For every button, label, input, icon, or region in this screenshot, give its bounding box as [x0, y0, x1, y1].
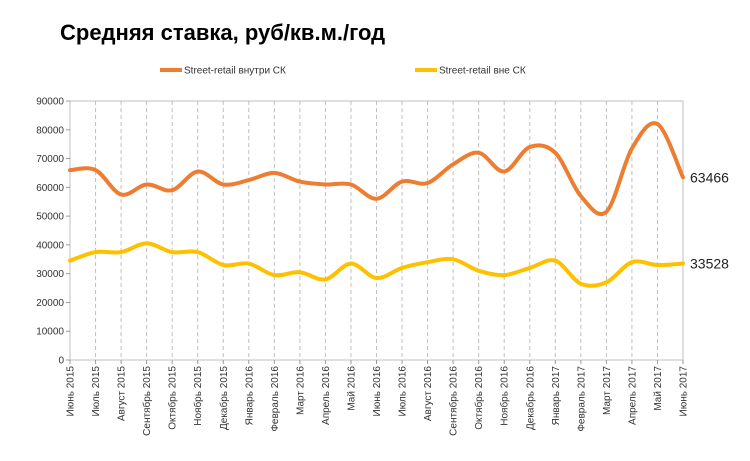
data-point — [477, 269, 481, 273]
chart-title: Средняя ставка, руб/кв.м./год — [60, 20, 386, 45]
data-point — [170, 188, 174, 192]
data-point — [349, 182, 353, 186]
y-tick-label: 30000 — [36, 269, 64, 280]
y-tick-label: 50000 — [36, 212, 64, 223]
x-tick-label: Декабрь 2016 — [524, 366, 536, 430]
x-tick-label: Ноябрь 2016 — [499, 366, 511, 426]
data-point — [94, 168, 98, 172]
data-point — [68, 168, 72, 172]
x-tick-label: Июнь 2015 — [66, 366, 77, 417]
x-tick-label: Май 2017 — [653, 366, 664, 411]
y-tick-label: 0 — [58, 356, 64, 367]
data-point — [528, 145, 532, 149]
data-point — [655, 122, 659, 126]
data-point — [604, 280, 608, 284]
x-tick-label: Февраль 2017 — [576, 366, 587, 432]
axes: 0 10000 20000 30000 40000 50000 60000 70000 8000… — [36, 97, 689, 436]
data-point — [145, 182, 149, 186]
data-point — [298, 270, 302, 274]
end-value-label: 63466 — [690, 169, 729, 185]
data-point — [247, 262, 251, 266]
data-point — [477, 151, 481, 155]
data-point — [68, 259, 72, 263]
data-point — [145, 241, 149, 245]
data-point — [247, 178, 251, 182]
end-value-label: 33528 — [690, 256, 729, 272]
x-tick-label: Май 2016 — [346, 366, 357, 411]
data-point — [349, 262, 353, 266]
data-point — [272, 171, 276, 175]
x-tick-label: Август 2015 — [117, 366, 128, 422]
data-point — [681, 175, 685, 179]
data-point — [553, 259, 557, 263]
data-point — [94, 250, 98, 254]
x-tick-label: Январь 2017 — [551, 366, 562, 426]
x-tick-label: Сентябрь 2016 — [448, 366, 460, 436]
x-tick-label: Октябрь 2015 — [167, 366, 179, 430]
x-tick-label: Июнь 2016 — [372, 366, 383, 417]
data-point — [298, 180, 302, 184]
y-tick-label: 70000 — [36, 154, 64, 165]
data-point — [681, 262, 685, 266]
x-tick-label: Июль 2015 — [91, 366, 102, 417]
series-line-1 — [68, 121, 685, 217]
series-line-2 — [68, 241, 685, 288]
data-point — [579, 194, 583, 198]
y-tick-label: 20000 — [36, 298, 64, 309]
series-lines — [68, 121, 685, 288]
data-point — [119, 250, 123, 254]
data-point — [451, 257, 455, 261]
data-point — [272, 273, 276, 277]
data-point — [196, 250, 200, 254]
data-point — [221, 182, 225, 186]
grid-lines — [95, 101, 658, 360]
data-point — [119, 193, 123, 197]
data-point — [604, 210, 608, 214]
y-tick-label: 80000 — [36, 125, 64, 136]
data-point — [221, 263, 225, 267]
data-point — [400, 266, 404, 270]
x-tick-label: Октябрь 2016 — [473, 366, 485, 430]
x-tick-label: Июль 2016 — [398, 366, 409, 417]
legend: Street-retail внутри СК Street-retail вне… — [160, 66, 526, 77]
data-point — [375, 197, 379, 201]
x-tick-label: Декабрь 2015 — [218, 366, 230, 430]
data-point — [323, 277, 327, 281]
data-point — [196, 170, 200, 174]
data-point — [451, 162, 455, 166]
y-tick-label: 60000 — [36, 183, 64, 194]
x-tick-label: Ноябрь 2015 — [192, 366, 204, 426]
x-tick-label: Август 2016 — [423, 366, 434, 422]
x-tick-label: Апрель 2017 — [627, 366, 638, 425]
x-tick-label: Март 2016 — [295, 366, 306, 415]
data-point — [375, 276, 379, 280]
data-point — [655, 263, 659, 267]
data-point — [502, 170, 506, 174]
x-tick-label: Январь 2016 — [244, 366, 255, 426]
data-point — [426, 260, 430, 264]
data-point — [579, 282, 583, 286]
data-point — [502, 273, 506, 277]
data-point — [630, 146, 634, 150]
data-point — [426, 181, 430, 185]
legend-label: Street-retail вне СК — [439, 66, 526, 77]
x-tick-label: Сентябрь 2015 — [141, 366, 153, 436]
x-tick-label: Февраль 2016 — [270, 366, 281, 432]
data-point — [170, 250, 174, 254]
data-point — [400, 180, 404, 184]
end-labels: 63466 33528 — [690, 169, 729, 271]
data-point — [528, 266, 532, 270]
x-tick-label: Март 2017 — [602, 366, 613, 415]
data-point — [630, 260, 634, 264]
y-tick-label: 90000 — [36, 97, 64, 108]
data-point — [553, 151, 557, 155]
y-tick-label: 10000 — [36, 327, 64, 338]
y-tick-label: 40000 — [36, 240, 64, 251]
legend-label: Street-retail внутри СК — [184, 66, 286, 77]
data-point — [323, 182, 327, 186]
x-tick-label: Апрель 2016 — [321, 366, 332, 425]
x-tick-label: Июнь 2017 — [679, 366, 690, 417]
